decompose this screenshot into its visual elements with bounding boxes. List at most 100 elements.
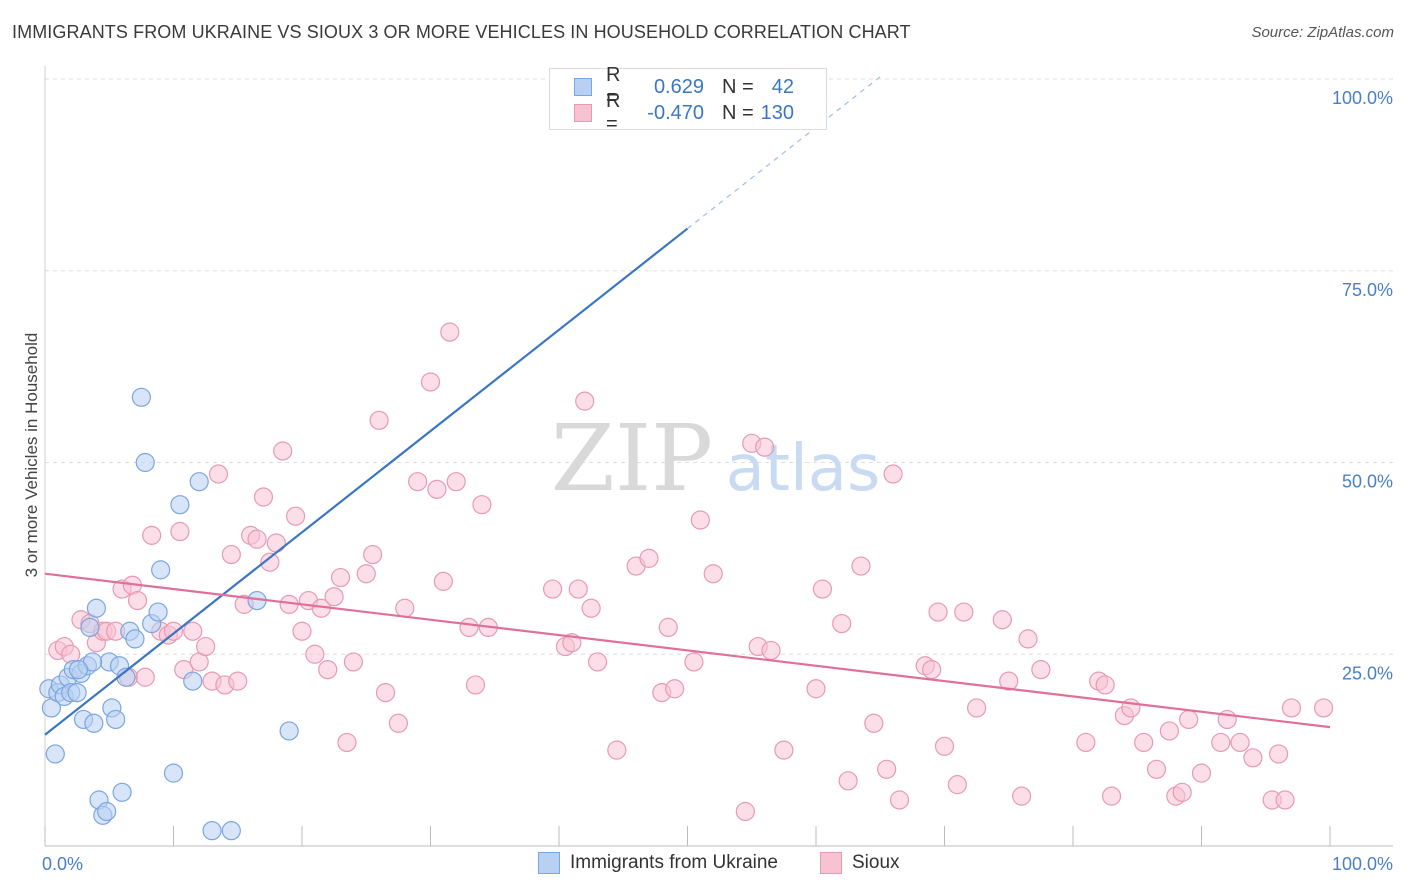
y-tick-label: 100.0% [1332,88,1393,108]
sioux-point [356,564,376,584]
sioux-point [1211,732,1231,753]
sioux-point [838,771,858,791]
sioux-point [408,472,428,492]
sioux-point [587,652,608,672]
sioux-point [459,617,479,638]
r-label: R = [606,90,621,135]
sioux-point [832,613,852,634]
ukraine-swatch [574,78,592,96]
sioux-point [568,579,588,599]
ukraine-point [148,602,168,622]
sioux-point [260,552,280,572]
sioux-point [851,556,871,576]
sioux-point [395,598,415,618]
source-credit: Source: ZipAtlas.com [1251,24,1394,41]
sioux-point [928,602,948,622]
legend-row-ukraine: R = 0.629 N = 42 [574,64,794,109]
n-value: 130 [760,101,794,124]
sioux-point [690,510,710,530]
ukraine-point [80,617,100,638]
y-tick-label: 25.0% [1342,663,1393,683]
sioux-point [420,372,441,392]
chart-title: IMMIGRANTS FROM UKRAINE VS SIOUX 3 OR MO… [12,22,911,42]
ukraine-point [86,598,107,618]
bottom-legend-sioux: Sioux [820,852,900,874]
sioux-point [433,571,453,591]
sioux-point [363,544,383,565]
sioux-point [761,640,781,661]
sioux-point [1134,732,1154,753]
ukraine-trend-line [44,227,689,736]
ukraine-point [202,821,222,841]
sioux-point [877,759,897,779]
sioux-point [247,529,267,549]
sioux-point [388,713,408,733]
sioux-point [369,410,389,430]
sioux-point [1172,782,1192,802]
r-value: -0.470 [647,101,704,124]
sioux-point [735,801,755,822]
ukraine-point [112,782,132,802]
sioux-point [542,579,563,599]
sioux-point [607,740,627,760]
sioux-point [1230,732,1250,753]
sioux-point [292,621,312,641]
sioux-point [142,525,162,545]
sioux-point [1101,786,1122,806]
ukraine-point [163,763,184,783]
ukraine-point [106,709,126,730]
sioux-point [1031,659,1051,680]
ukraine-point [151,560,171,580]
x-tick-label: 100.0% [1332,854,1393,874]
sioux-point [472,495,492,515]
axes [44,66,1393,847]
ukraine-point [67,682,87,703]
sioux-point [305,644,325,664]
ukraine-trend-extension [687,76,881,230]
sioux-point [1011,786,1032,806]
y-tick-label: 50.0% [1342,472,1393,492]
ukraine-point [189,472,209,492]
ukraine-legend-swatch [538,852,560,874]
sioux-point [253,487,274,507]
n-label: N = [722,101,754,124]
sioux-point [883,464,903,484]
sioux-point [1275,790,1295,810]
x-tick-labels: 0.0% 100.0% [42,854,1393,874]
sioux-points [48,322,1334,822]
sioux-swatch [574,104,592,122]
bottom-legend-ukraine: Immigrants from Ukraine [538,852,778,874]
sioux-point [684,652,704,672]
sioux-point [889,790,910,810]
sioux-point [774,740,794,760]
sioux-point [228,671,248,691]
x-tick-label: 0.0% [42,854,83,874]
sioux-point [330,567,351,588]
sioux-point [1243,748,1263,768]
sioux-point [639,548,659,568]
sioux-point [954,602,974,622]
sioux-point [806,679,826,699]
sioux-point [934,736,955,756]
ukraine-point [45,744,65,764]
sioux-point [135,667,155,687]
sioux-point [1146,759,1167,779]
sioux-point [947,775,967,795]
sioux-point [183,621,203,641]
sioux-trend-line [44,572,1331,729]
n-value: 42 [771,75,794,98]
sioux-point [273,441,293,461]
sioux-point [127,590,148,611]
sioux-point [375,682,396,703]
sioux-point [922,659,942,680]
ukraine-point [131,387,151,407]
sioux-point [440,322,460,342]
ukraine-legend-label: Immigrants from Ukraine [570,852,778,873]
sioux-point [992,610,1012,630]
r-label: R = [606,64,621,109]
sioux-point [967,698,987,718]
ukraine-point [221,821,241,841]
y-tick-labels: 25.0% 50.0% 75.0% 100.0% [1332,88,1393,683]
sioux-point [465,675,486,695]
